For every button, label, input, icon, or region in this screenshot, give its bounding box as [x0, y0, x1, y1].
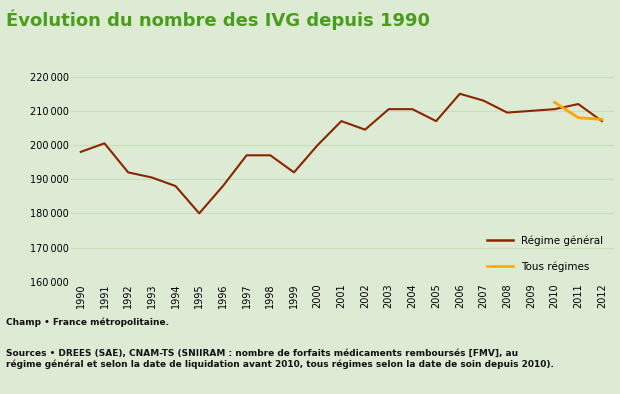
Text: Évolution du nombre des IVG depuis 1990: Évolution du nombre des IVG depuis 1990 [6, 10, 430, 30]
Text: Champ • France métropolitaine.: Champ • France métropolitaine. [6, 317, 169, 327]
Text: Sources • DREES (SAE), CNAM-TS (SNIIRAM : nombre de forfaits médicaments rembour: Sources • DREES (SAE), CNAM-TS (SNIIRAM … [6, 349, 554, 369]
Legend: Régime général, Tous régimes: Régime général, Tous régimes [487, 236, 603, 272]
